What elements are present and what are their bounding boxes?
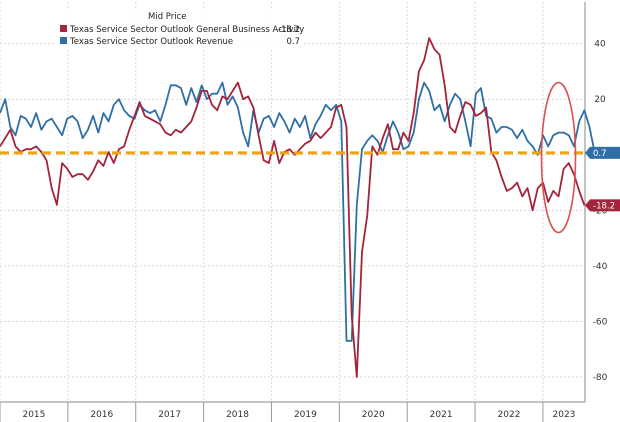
legend-swatch bbox=[60, 37, 67, 44]
legend-title: Mid Price bbox=[148, 12, 187, 22]
x-tick-label: 2021 bbox=[430, 410, 453, 420]
series-line-general-business-activity bbox=[0, 37, 586, 378]
last-value-badges: -18.2 0.7 bbox=[585, 146, 620, 212]
y-tick-label: -40 bbox=[593, 262, 608, 272]
y-tick-label: -80 bbox=[593, 373, 608, 383]
x-tick-label: 2017 bbox=[158, 410, 181, 420]
legend-entry-value: -18.2 bbox=[278, 25, 300, 35]
series-line-revenue bbox=[0, 81, 596, 342]
x-tick-label: 2019 bbox=[294, 410, 317, 420]
highlight-ellipse bbox=[540, 81, 577, 234]
axes: 40200-20-40-60-8020152016201720182019202… bbox=[0, 2, 608, 422]
last-value-label: -18.2 bbox=[593, 201, 615, 211]
x-tick-label: 2023 bbox=[553, 410, 576, 420]
legend-entry-name: Texas Service Sector Outlook General Bus… bbox=[69, 25, 304, 35]
last-value-badge-pointer bbox=[585, 146, 590, 159]
x-tick-label: 2016 bbox=[90, 410, 113, 420]
y-tick-label: 40 bbox=[594, 40, 606, 50]
highlight-group bbox=[540, 81, 577, 234]
series-lines bbox=[0, 37, 596, 378]
last-value-badge-pointer bbox=[585, 199, 590, 212]
last-value-badge bbox=[590, 146, 620, 159]
x-tick-label: 2022 bbox=[498, 410, 521, 420]
legend-background bbox=[56, 8, 302, 50]
x-tick-label: 2018 bbox=[226, 410, 249, 420]
legend-swatch bbox=[60, 25, 67, 32]
last-value-label: 0.7 bbox=[593, 149, 607, 159]
x-tick-label: 2020 bbox=[362, 410, 385, 420]
legend-entry-name: Texas Service Sector Outlook Revenue bbox=[69, 37, 233, 47]
y-tick-label: 20 bbox=[594, 95, 606, 105]
x-tick-label: 2015 bbox=[22, 410, 45, 420]
legend-entry-value: 0.7 bbox=[286, 37, 300, 47]
gridlines bbox=[0, 2, 585, 402]
y-tick-label: -60 bbox=[593, 317, 608, 327]
last-value-badge bbox=[590, 199, 620, 212]
legend: Mid Price Texas Service Sector Outlook Ge… bbox=[56, 8, 304, 50]
